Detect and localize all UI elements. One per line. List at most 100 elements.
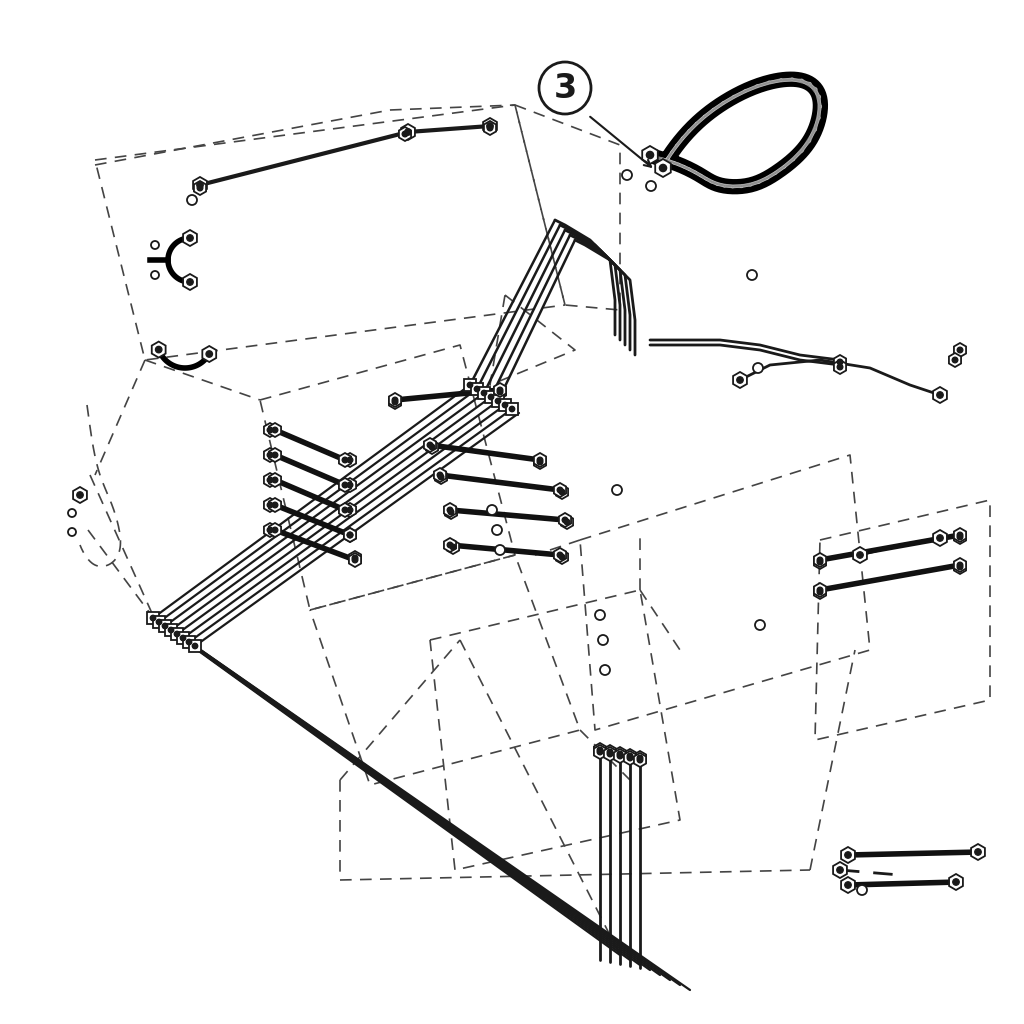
Circle shape	[342, 507, 348, 513]
Polygon shape	[389, 395, 401, 409]
Circle shape	[952, 879, 959, 885]
Polygon shape	[344, 478, 356, 492]
Circle shape	[267, 502, 272, 508]
Circle shape	[347, 532, 353, 538]
Circle shape	[559, 554, 565, 560]
Polygon shape	[556, 485, 568, 499]
Bar	[147, 612, 159, 624]
Circle shape	[597, 750, 603, 755]
Circle shape	[267, 427, 272, 433]
Circle shape	[557, 552, 563, 558]
Circle shape	[746, 270, 757, 280]
Polygon shape	[339, 453, 351, 467]
Circle shape	[646, 152, 653, 159]
Bar	[485, 391, 497, 403]
Polygon shape	[841, 847, 855, 863]
Circle shape	[193, 643, 198, 648]
Circle shape	[347, 457, 353, 463]
Circle shape	[151, 241, 159, 249]
Bar	[499, 399, 511, 411]
Polygon shape	[339, 503, 351, 517]
Circle shape	[429, 444, 435, 450]
Polygon shape	[834, 862, 847, 878]
Polygon shape	[949, 874, 963, 890]
Polygon shape	[264, 498, 276, 512]
Polygon shape	[344, 528, 356, 542]
Polygon shape	[554, 483, 566, 497]
Bar	[189, 640, 201, 652]
Polygon shape	[349, 553, 361, 567]
Circle shape	[498, 389, 503, 395]
Circle shape	[957, 532, 963, 538]
Polygon shape	[344, 503, 356, 517]
Polygon shape	[604, 745, 616, 759]
Circle shape	[198, 185, 203, 190]
Polygon shape	[264, 523, 276, 537]
Circle shape	[937, 535, 943, 542]
Polygon shape	[834, 355, 846, 369]
Polygon shape	[264, 423, 276, 437]
Circle shape	[474, 386, 479, 392]
Polygon shape	[949, 353, 962, 367]
Circle shape	[157, 620, 162, 625]
Polygon shape	[814, 555, 826, 569]
Circle shape	[447, 542, 453, 548]
Bar	[153, 616, 165, 628]
Text: 3: 3	[553, 72, 577, 104]
Polygon shape	[624, 749, 636, 763]
Circle shape	[937, 392, 943, 398]
Circle shape	[186, 234, 194, 242]
Circle shape	[737, 377, 743, 383]
Polygon shape	[434, 468, 446, 482]
Polygon shape	[954, 558, 966, 572]
Circle shape	[267, 453, 272, 458]
Polygon shape	[339, 478, 351, 492]
Polygon shape	[264, 449, 276, 462]
Polygon shape	[733, 372, 746, 388]
Circle shape	[607, 750, 612, 755]
Circle shape	[187, 195, 197, 205]
Circle shape	[151, 271, 159, 279]
Circle shape	[637, 756, 643, 761]
Polygon shape	[183, 274, 197, 290]
Circle shape	[267, 527, 272, 532]
Polygon shape	[954, 530, 966, 544]
Circle shape	[272, 453, 278, 458]
Polygon shape	[269, 523, 281, 537]
Circle shape	[857, 552, 863, 558]
Bar	[165, 624, 177, 636]
Circle shape	[174, 632, 179, 637]
Polygon shape	[933, 530, 947, 546]
Polygon shape	[194, 177, 207, 193]
Polygon shape	[399, 127, 411, 141]
Circle shape	[659, 165, 667, 172]
Circle shape	[557, 487, 563, 493]
Circle shape	[617, 752, 623, 757]
Circle shape	[481, 390, 486, 395]
Polygon shape	[269, 473, 281, 487]
Circle shape	[427, 442, 433, 447]
Polygon shape	[494, 385, 506, 399]
Circle shape	[267, 477, 272, 482]
Polygon shape	[954, 560, 966, 574]
Circle shape	[498, 387, 503, 393]
Circle shape	[162, 624, 168, 629]
Circle shape	[492, 525, 502, 535]
Bar	[492, 395, 504, 407]
Circle shape	[347, 532, 353, 538]
Circle shape	[77, 492, 83, 499]
Circle shape	[272, 527, 278, 532]
Circle shape	[957, 564, 963, 569]
Polygon shape	[561, 515, 573, 529]
Circle shape	[617, 754, 623, 759]
Circle shape	[597, 748, 603, 753]
Circle shape	[975, 849, 981, 855]
Circle shape	[837, 866, 843, 873]
Circle shape	[509, 407, 515, 412]
Circle shape	[559, 489, 565, 495]
Polygon shape	[642, 146, 657, 164]
Circle shape	[449, 509, 454, 515]
Circle shape	[451, 544, 456, 550]
Polygon shape	[426, 440, 438, 454]
Circle shape	[197, 182, 203, 188]
